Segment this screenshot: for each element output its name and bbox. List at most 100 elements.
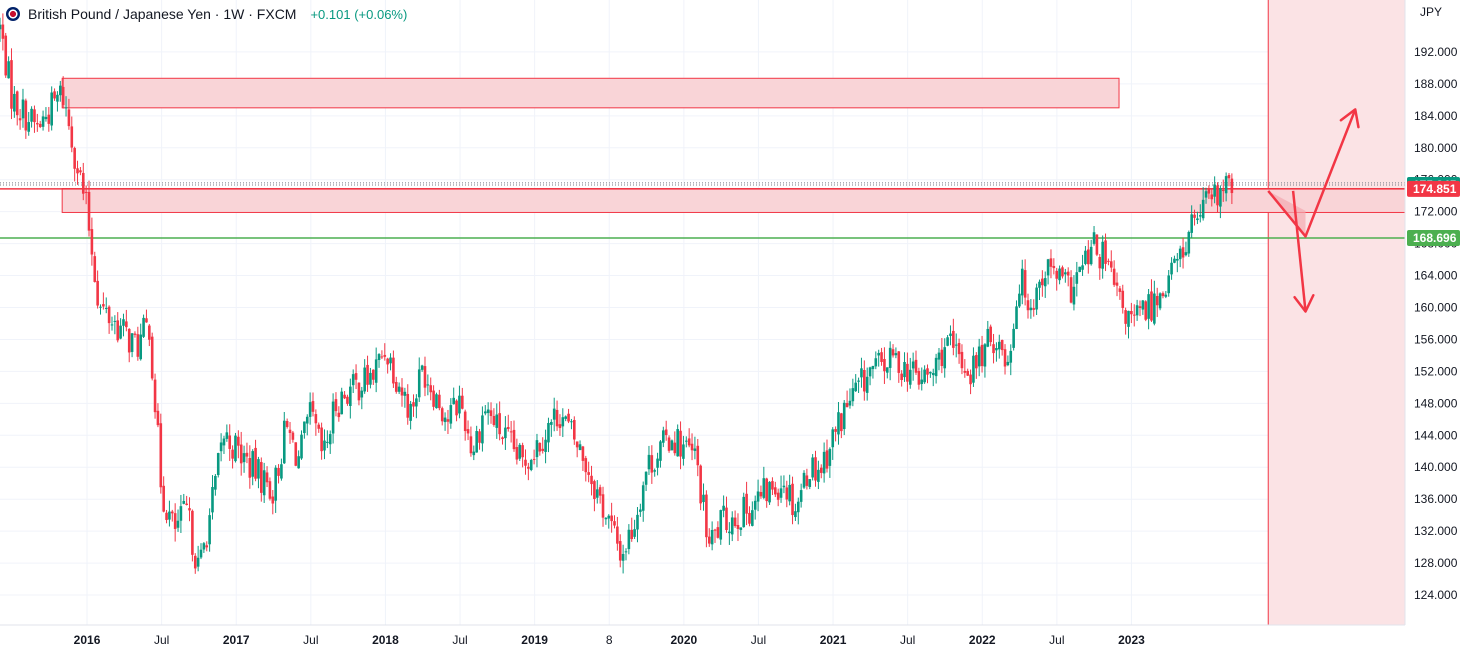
candle-body <box>897 351 901 373</box>
candle-body <box>110 324 114 326</box>
candle-body <box>725 507 728 531</box>
candle-body <box>420 365 424 370</box>
candle-body <box>79 170 82 173</box>
candle-body <box>142 317 145 337</box>
candle-body <box>0 24 2 30</box>
candle-body <box>1207 189 1211 194</box>
candle-body <box>788 484 791 502</box>
candle-body <box>1098 256 1102 269</box>
candle-body <box>1181 247 1185 258</box>
candle-body <box>906 363 909 382</box>
time-tick-label: 2018 <box>372 633 399 647</box>
candle-body <box>1035 287 1038 310</box>
candle-body <box>432 390 435 407</box>
candle-body <box>966 370 969 376</box>
candle-body <box>567 413 570 422</box>
candle-body <box>926 368 929 375</box>
candle-body <box>1187 231 1191 254</box>
candle-body <box>851 388 855 402</box>
candle-body <box>33 109 36 123</box>
candle-body <box>834 429 837 432</box>
candle-body <box>113 320 117 322</box>
candle-body <box>1061 267 1064 277</box>
price-tag <box>1407 180 1460 197</box>
candle-body <box>380 356 384 358</box>
candle-body <box>963 370 967 373</box>
candle-body <box>779 488 783 498</box>
candle-body <box>498 413 501 435</box>
candle-body <box>1078 266 1081 272</box>
candle-body <box>93 256 97 282</box>
price-tick-label: 148.000 <box>1414 396 1458 410</box>
candle-body <box>1115 282 1119 286</box>
candle-body <box>1176 258 1179 261</box>
candle-body <box>145 318 148 323</box>
candle-body <box>446 419 450 422</box>
candle-body <box>1144 301 1148 320</box>
candle-body <box>1130 311 1133 315</box>
candle-body <box>44 116 48 120</box>
candle-body <box>980 344 984 367</box>
candle-body <box>995 348 998 351</box>
candle-body <box>659 441 662 461</box>
price-tick-label: 124.000 <box>1414 588 1458 602</box>
candle-body <box>501 437 504 440</box>
candle-body <box>254 447 257 479</box>
candle-body <box>1095 234 1099 255</box>
candle-body <box>303 421 306 434</box>
candle-body <box>908 369 912 385</box>
candle-body <box>1109 261 1113 268</box>
candle-body <box>472 451 476 456</box>
price-axis[interactable]: 124.000 128.000 132.000 136.000 140.000 144.0… <box>1414 45 1458 602</box>
horizontal-lines <box>0 182 1405 239</box>
candle-body <box>1084 250 1087 264</box>
time-tick-label: 2022 <box>969 633 996 647</box>
candle-body <box>346 396 349 404</box>
candle-body <box>326 441 329 443</box>
candle-body <box>288 429 292 433</box>
candle-body <box>544 439 547 452</box>
candle-body <box>900 373 903 380</box>
candle-body <box>739 527 743 530</box>
candle-body <box>593 481 596 500</box>
candle-body <box>883 358 886 372</box>
time-tick-label: Jul <box>452 633 467 647</box>
candle-body <box>242 453 246 463</box>
candle-body <box>27 122 31 132</box>
symbol-title[interactable]: British Pound / Japanese Yen · 1W · FXCM <box>28 6 297 22</box>
candle-body <box>429 385 433 393</box>
candle-body <box>687 438 691 446</box>
candle-body <box>581 446 585 461</box>
candle-body <box>291 432 295 440</box>
candle-body <box>1038 281 1041 288</box>
candle-body <box>334 399 338 412</box>
candle-body <box>949 333 952 336</box>
candle-body <box>317 424 321 429</box>
candle-body <box>96 280 99 306</box>
candle-body <box>383 354 387 357</box>
candle-body <box>730 517 734 535</box>
price-tick-label: 192.000 <box>1414 45 1458 59</box>
candle-body <box>73 148 76 169</box>
candle-body <box>796 501 800 513</box>
candle-body <box>765 478 768 502</box>
symbol-legend[interactable]: British Pound / Japanese Yen · 1W · FXCM… <box>6 6 407 22</box>
candle-body <box>653 470 657 472</box>
candle-body <box>455 400 458 416</box>
time-axis[interactable]: 2016 Jul 2017 Jul 2018 Jul 2019 8 2020 Jul 2021 Jul… <box>74 633 1145 647</box>
candle-body <box>116 320 120 341</box>
candle-body <box>1104 240 1107 264</box>
candle-body <box>621 553 625 561</box>
candle-body <box>311 401 315 412</box>
candle-body <box>260 462 263 493</box>
candle-body <box>630 529 634 540</box>
candle-body <box>515 447 519 460</box>
candle-body <box>888 347 892 368</box>
candle-body <box>595 489 599 498</box>
candle-body <box>389 357 392 364</box>
candle-body <box>624 551 628 553</box>
candle-body <box>199 549 203 558</box>
candle-body <box>458 395 461 414</box>
candle-body <box>613 521 616 526</box>
